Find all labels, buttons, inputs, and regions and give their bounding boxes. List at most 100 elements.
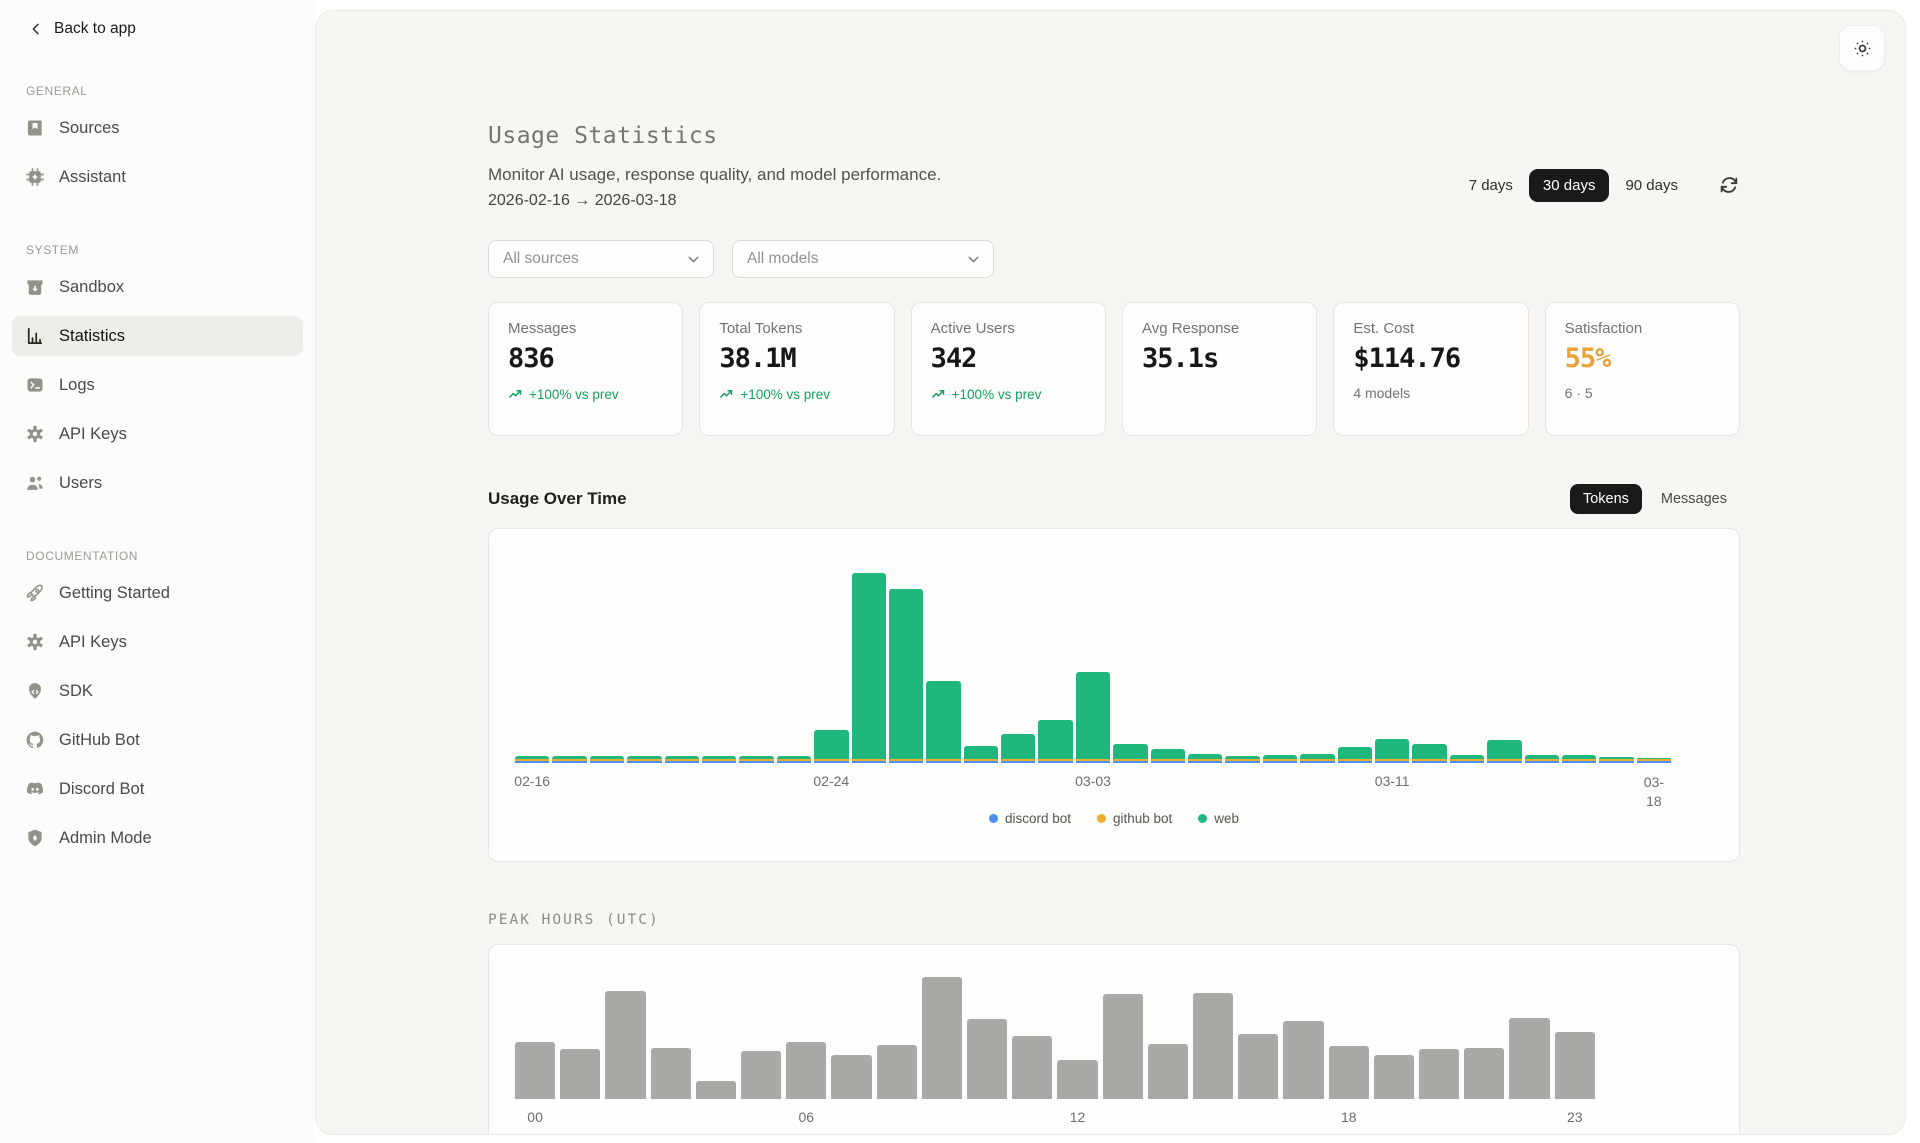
x-tick-label: 02-16 bbox=[514, 773, 551, 789]
bar-segment-github-bot bbox=[739, 759, 774, 762]
sidebar-item-label: API Keys bbox=[59, 424, 127, 443]
page-subtitle: Monitor AI usage, response quality, and … bbox=[488, 165, 942, 184]
sidebar-item-discord-bot[interactable]: Discord Bot bbox=[12, 769, 303, 809]
peak-bar bbox=[605, 991, 646, 1099]
bar-segment-discord-bot bbox=[589, 761, 625, 763]
bar-segment-github-bot bbox=[851, 759, 886, 762]
peak-hours-bars: 00 06 12 18 23 bbox=[515, 969, 1595, 1125]
usage-bar-02-18 bbox=[589, 551, 625, 763]
peak-bar bbox=[1373, 1054, 1415, 1099]
bar-segment-web bbox=[888, 589, 924, 760]
back-to-app-button[interactable]: Back to app bbox=[28, 20, 315, 38]
usage-section-title: Usage Over Time bbox=[488, 489, 627, 508]
sidebar-item-admin-mode[interactable]: Admin Mode bbox=[12, 818, 303, 858]
usage-chart-card: 02-16 02-24 03-03 03-11 03-18 discord bot git… bbox=[488, 528, 1740, 862]
stat-trend-text: +100% vs prev bbox=[951, 387, 1042, 402]
bar-segment-discord-bot bbox=[851, 761, 886, 763]
sidebar-item-sandbox[interactable]: Sandbox bbox=[12, 267, 303, 307]
sidebar-item-statistics[interactable]: Statistics bbox=[12, 316, 303, 356]
usage-bar-02-19 bbox=[627, 551, 662, 763]
bar-segment-web bbox=[851, 573, 886, 760]
stat-label: Active Users bbox=[930, 320, 1015, 337]
legend-item-web: web bbox=[1198, 811, 1239, 826]
peak-hour-14 bbox=[1147, 969, 1189, 1099]
peak-bar bbox=[1509, 1017, 1550, 1099]
usage-bar-02-27 bbox=[926, 551, 961, 763]
toggle-button-tokens[interactable]: Tokens bbox=[1569, 484, 1642, 514]
stat-trend-text: +100% vs prev bbox=[740, 387, 831, 402]
bar-segment-web bbox=[701, 756, 737, 760]
peak-bar bbox=[831, 1054, 872, 1099]
bar-segment-github-bot bbox=[1449, 759, 1485, 762]
peak-hour-04 bbox=[695, 969, 737, 1099]
peak-hour-20 bbox=[1419, 969, 1460, 1099]
sidebar-item-sources[interactable]: Sources bbox=[12, 108, 303, 148]
range-button-30-days[interactable]: 30 days bbox=[1528, 168, 1610, 202]
sidebar-item-getting-started[interactable]: Getting Started bbox=[12, 573, 303, 613]
usage-bar-03-14 bbox=[1487, 551, 1522, 763]
bar-segment-github-bot bbox=[1300, 759, 1335, 762]
bar-segment-discord-bot bbox=[1524, 761, 1559, 763]
chevron-down-icon bbox=[685, 251, 702, 268]
range-button-7-days[interactable]: 7 days bbox=[1455, 169, 1527, 202]
bar-chart-icon bbox=[25, 326, 45, 346]
peak-bar bbox=[1012, 1035, 1053, 1099]
usage-bar-02-26 bbox=[888, 551, 924, 763]
toggle-button-messages[interactable]: Messages bbox=[1648, 484, 1740, 514]
bar-segment-github-bot bbox=[1636, 759, 1672, 762]
usage-section-header: Usage Over Time Tokens Messages bbox=[488, 484, 1740, 514]
sidebar-item-api-keys[interactable]: API Keys bbox=[12, 622, 303, 662]
legend-dot-github-bot bbox=[1096, 814, 1106, 823]
peak-hour-21 bbox=[1464, 969, 1505, 1099]
sidebar-item-users[interactable]: Users bbox=[12, 463, 303, 503]
peak-hour-15 bbox=[1193, 969, 1234, 1099]
chip-icon bbox=[25, 167, 45, 187]
gear-icon bbox=[25, 424, 45, 444]
range-button-90-days[interactable]: 90 days bbox=[1611, 169, 1692, 202]
bar-segment-web bbox=[1225, 755, 1260, 760]
peak-hour-17 bbox=[1283, 969, 1324, 1099]
peak-bar bbox=[1464, 1047, 1505, 1099]
peak-hours-card: 00 06 12 18 23 bbox=[488, 944, 1740, 1134]
legend-item-github-bot: github bot bbox=[1096, 811, 1172, 826]
sources-select[interactable]: All sources bbox=[488, 240, 714, 278]
theme-toggle-button[interactable] bbox=[1839, 25, 1885, 71]
sidebar-item-logs[interactable]: Logs bbox=[12, 365, 303, 405]
bar-segment-discord-bot bbox=[1150, 761, 1186, 763]
peak-bar bbox=[876, 1045, 917, 1099]
bar-segment-discord-bot bbox=[1038, 761, 1073, 763]
bar-segment-github-bot bbox=[1225, 759, 1260, 762]
sidebar-item-github-bot[interactable]: GitHub Bot bbox=[12, 720, 303, 760]
bar-segment-discord-bot bbox=[739, 761, 774, 763]
stat-card-est-cost: Est. Cost $114.76 4 models bbox=[1333, 302, 1529, 436]
refresh-button[interactable] bbox=[1718, 174, 1740, 196]
bar-segment-github-bot bbox=[1487, 759, 1522, 762]
sidebar-item-assistant[interactable]: Assistant bbox=[12, 157, 303, 197]
stat-value: $114.76 bbox=[1353, 343, 1461, 374]
terminal-icon bbox=[25, 375, 45, 395]
bar-segment-web bbox=[814, 729, 849, 760]
sidebar-item-label: SDK bbox=[59, 681, 93, 700]
stat-trend: +100% vs prev bbox=[508, 387, 663, 402]
stat-label: Avg Response bbox=[1141, 320, 1240, 337]
bar-segment-discord-bot bbox=[1412, 761, 1447, 763]
models-select[interactable]: All models bbox=[732, 240, 994, 278]
main-panel: Usage Statistics Monitor AI usage, respo… bbox=[315, 10, 1906, 1135]
bar-segment-github-bot bbox=[1262, 759, 1298, 762]
x-tick-label: 03-18 bbox=[1643, 774, 1665, 809]
peak-hour-10 bbox=[967, 969, 1008, 1099]
sidebar-item-api-keys[interactable]: API Keys bbox=[12, 414, 303, 454]
sidebar-item-sdk[interactable]: SDK bbox=[12, 671, 303, 711]
usage-bar-03-16 bbox=[1561, 551, 1597, 763]
usage-bar-02-23 bbox=[776, 551, 812, 763]
bar-segment-github-bot bbox=[1001, 759, 1036, 762]
peak-bar bbox=[695, 1081, 737, 1099]
bar-segment-web bbox=[1038, 720, 1073, 760]
bar-segment-github-bot bbox=[1188, 759, 1223, 762]
bar-segment-discord-bot bbox=[926, 761, 961, 763]
book-icon bbox=[25, 118, 45, 138]
chevron-left-icon bbox=[28, 21, 44, 37]
bar-segment-github-bot bbox=[1561, 759, 1597, 762]
stat-label: Est. Cost bbox=[1353, 320, 1415, 337]
bar-segment-web bbox=[627, 756, 662, 760]
